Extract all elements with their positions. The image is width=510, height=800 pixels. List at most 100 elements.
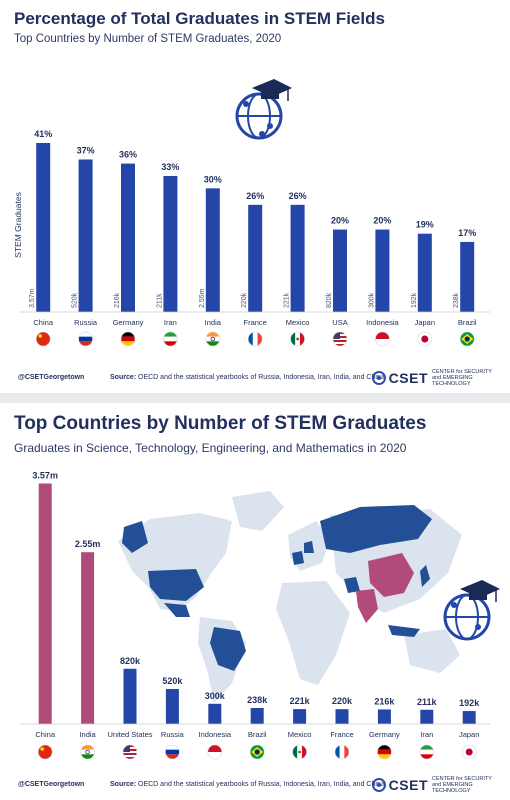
map-france [292,551,304,565]
indonesia-flag-icon [375,331,390,347]
value-label-mexico: 221k [290,696,311,706]
category-label-usa: USA [332,318,347,327]
category-label-brazil: Brazil [248,730,267,739]
bar-japan [462,711,476,724]
graduate-count-india: 2.55m [199,288,206,308]
graduate-count-mexico: 221k [284,292,291,308]
bar-brazil [460,241,475,312]
germany-flag-icon [120,331,136,347]
value-label-united-states: 820k [120,656,141,666]
flag-border [35,331,51,347]
flag-band [123,757,137,759]
logo-tagline: CENTER for SECURITY and EMERGING TECHNOL… [432,776,492,794]
category-label-indonesia: Indonesia [199,730,232,739]
flag-body [375,332,390,346]
bar-russia [165,688,179,724]
category-label-japan: Japan [459,730,479,739]
bar-japan [417,233,432,312]
bar-indonesia [208,703,222,724]
flag-band [333,344,347,346]
flag-band [299,332,305,346]
flag-border [80,744,95,760]
flag-band [163,336,178,342]
chart-footer: @CSETGeorgetown Source: OECD and the sta… [0,774,510,798]
flag-band [339,745,345,759]
value-label-indonesia: 300k [205,691,226,701]
usa-flag-icon [332,331,348,347]
russia-flag-icon [165,744,180,760]
graduation-globe-icon [235,79,292,140]
category-label-france: France [330,730,353,739]
flag-body [165,745,180,759]
flag-band [165,754,180,759]
cset-logo-icon [371,371,386,385]
value-label-france: 220k [332,696,353,706]
flag-band [121,332,135,337]
bar-iran [420,709,434,724]
bar-france [248,204,263,312]
flag-border [120,331,136,347]
map-iran [344,577,360,593]
value-label-russia: 37% [77,145,95,155]
germany-flag-icon [377,744,392,760]
flag-emblem [298,750,301,754]
flag-body [290,332,305,346]
flag-border [377,744,392,760]
flag-band [419,749,434,755]
flag-border [459,331,475,347]
flag-body [248,332,263,346]
category-label-brazil: Brazil [458,318,477,327]
logo-name: CSET [388,777,428,793]
flag-border [122,744,138,760]
value-label-brazil: 238k [247,695,268,705]
flag-body [205,332,220,346]
logo-name: CSET [388,370,428,386]
flag-border [419,744,435,760]
source-label: Source: [110,781,137,788]
category-label-japan: Japan [415,318,435,327]
flag-sun [465,748,473,756]
bar-usa [333,229,347,312]
flag-band [163,332,178,337]
value-label-china: 41% [34,129,52,139]
value-label-japan: 192k [459,698,480,708]
flag-band [165,745,180,750]
flag-band [290,332,296,346]
flag-wheel [85,749,90,755]
bar-brazil [250,707,264,724]
stem-percentage-chart: STEM Graduates 41% 3.57m China 37% 520k Russia… [13,129,490,347]
category-label-mexico: Mexico [286,318,310,327]
value-label-iran: 211k [417,697,438,707]
flag-border [165,744,180,760]
bar-india [205,188,220,312]
category-label-india: India [79,730,96,739]
flag-body [38,745,53,759]
flag-body [78,332,93,346]
brazil-flag-icon [249,744,265,760]
flag-band [165,749,180,755]
value-label-iran: 33% [161,162,179,172]
flag-border [334,744,350,760]
category-label-iran: Iran [164,318,177,327]
graduation-globe-icon [443,580,500,641]
flag-border [78,331,93,347]
twitter-handle: @CSETGeorgetown [18,374,85,381]
bar-india [81,552,95,724]
category-label-indonesia: Indonesia [366,318,399,327]
flag-band [377,749,392,755]
logo-tagline: CENTER for SECURITY and EMERGING TECHNOL… [432,369,492,387]
graduate-count-china: 3.57m [29,288,36,308]
flag-border [332,331,348,347]
iran-flag-icon [163,331,178,347]
flag-body [36,332,51,346]
flag-body [335,745,349,759]
flag-sun [421,335,429,343]
value-label-brazil: 17% [458,228,476,238]
flag-band [163,341,178,346]
category-label-germany: Germany [113,318,144,327]
category-label-france: France [244,318,267,327]
flag-body [417,332,432,346]
graduate-count-russia: 520k [72,292,79,308]
japan-flag-icon [417,331,433,347]
flag-globe [464,336,470,342]
